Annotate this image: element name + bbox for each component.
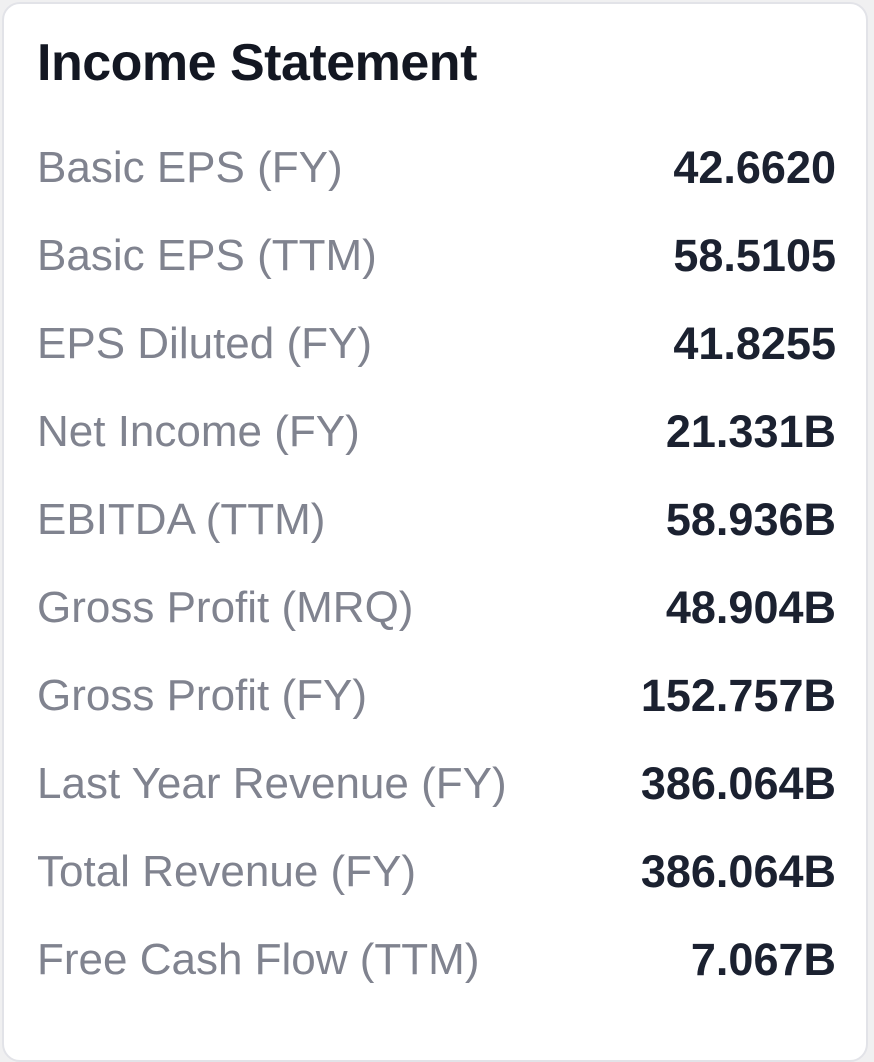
stat-value: 42.6620	[673, 142, 836, 194]
stats-list: Basic EPS (FY) 42.6620 Basic EPS (TTM) 5…	[37, 124, 836, 1004]
stat-row: Free Cash Flow (TTM) 7.067B	[37, 916, 836, 1004]
stat-row: Net Income (FY) 21.331B	[37, 388, 836, 476]
stat-row: Gross Profit (FY) 152.757B	[37, 652, 836, 740]
stat-label: Basic EPS (FY)	[37, 143, 343, 193]
stat-value: 152.757B	[640, 670, 836, 722]
stat-label: Last Year Revenue (FY)	[37, 759, 507, 809]
stat-label: Basic EPS (TTM)	[37, 231, 377, 281]
stat-label: Net Income (FY)	[37, 407, 360, 457]
stat-row: Total Revenue (FY) 386.064B	[37, 828, 836, 916]
card-title: Income Statement	[37, 34, 477, 92]
stat-value: 21.331B	[665, 406, 836, 458]
stat-label: Free Cash Flow (TTM)	[37, 935, 480, 985]
stat-row: Basic EPS (TTM) 58.5105	[37, 212, 836, 300]
stat-label: Gross Profit (MRQ)	[37, 583, 414, 633]
stat-row: EBITDA (TTM) 58.936B	[37, 476, 836, 564]
stat-label: EPS Diluted (FY)	[37, 319, 372, 369]
stat-value: 41.8255	[673, 318, 836, 370]
stat-value: 386.064B	[640, 846, 836, 898]
stat-row: Gross Profit (MRQ) 48.904B	[37, 564, 836, 652]
stat-label: Total Revenue (FY)	[37, 847, 417, 897]
stat-row: Basic EPS (FY) 42.6620	[37, 124, 836, 212]
stat-row: EPS Diluted (FY) 41.8255	[37, 300, 836, 388]
stat-value: 48.904B	[665, 582, 836, 634]
stat-value: 7.067B	[690, 934, 836, 986]
stat-row: Last Year Revenue (FY) 386.064B	[37, 740, 836, 828]
stat-label: EBITDA (TTM)	[37, 495, 326, 545]
stat-value: 58.5105	[673, 230, 836, 282]
stat-label: Gross Profit (FY)	[37, 671, 368, 721]
stat-value: 58.936B	[665, 494, 836, 546]
stat-value: 386.064B	[640, 758, 836, 810]
